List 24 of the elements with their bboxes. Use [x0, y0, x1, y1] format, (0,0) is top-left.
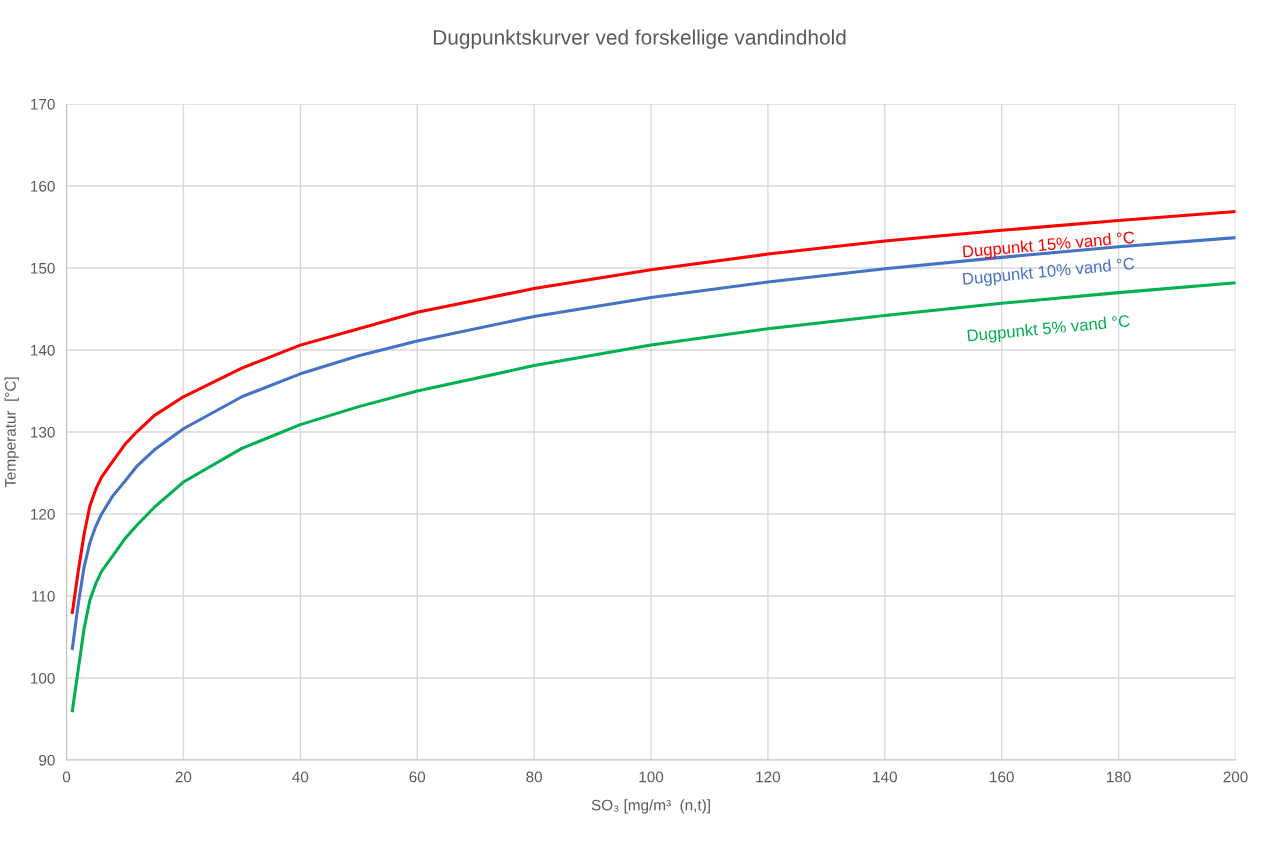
x-tick-label: 120 — [756, 771, 781, 783]
x-tick-label: 180 — [1107, 771, 1131, 783]
x-tick-label: 160 — [990, 771, 1014, 783]
y-tick-label: 110 — [32, 590, 55, 602]
x-tick-label: 60 — [409, 771, 426, 783]
y-tick-label: 140 — [31, 344, 55, 356]
x-tick-label: 140 — [873, 771, 897, 783]
y-tick-label: 130 — [31, 426, 55, 438]
x-axis-title: SO₃ [mg/m³ (n,t)] — [591, 799, 710, 814]
x-tick-label: 0 — [62, 771, 71, 783]
x-tick-label: 80 — [526, 771, 543, 783]
y-tick-label: 170 — [31, 98, 55, 110]
x-tick-label: 200 — [1223, 771, 1248, 783]
y-tick-label: 150 — [31, 262, 55, 274]
y-tick-label: 120 — [31, 508, 55, 520]
text: Dugpunkt 5% vand °C — [967, 314, 1131, 345]
y-tick-label: 90 — [39, 754, 55, 766]
x-tick-label: 20 — [175, 771, 192, 783]
y-tick-label: 160 — [31, 180, 55, 192]
x-tick-label: 100 — [639, 771, 664, 783]
x-tick-label: 40 — [292, 771, 309, 783]
chart-title: Dugpunktskurver ved forskellige vandindhold — [433, 29, 846, 49]
y-axis-title: Temperatur [°C] — [4, 377, 19, 488]
y-tick-label: 100 — [31, 672, 55, 684]
